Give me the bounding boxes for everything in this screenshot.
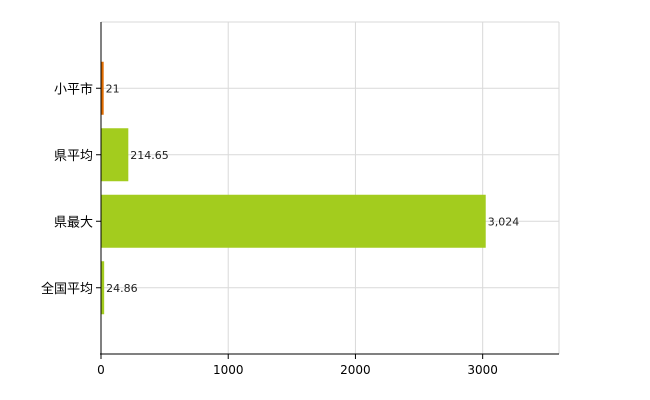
bar-0 [101,61,104,115]
category-label-3: 全国平均 [41,281,93,297]
axes: 0 1000 2000 3000 [96,22,559,377]
data-label-2: 3,024 [488,215,519,228]
x-tick-label-0: 0 [97,363,105,377]
bar-2 [101,194,486,248]
x-tick-label-3: 3000 [467,363,498,377]
x-tick-label-1: 1000 [213,363,244,377]
x-tick-label-2: 2000 [340,363,371,377]
data-label-3: 24.86 [106,282,138,295]
data-label-1: 214.65 [130,149,169,162]
category-label-2: 県最大 [54,215,93,230]
bar-3 [101,261,105,315]
data-labels: 21 小平市 214.65 県平均 3,024 県最大 24.86 全国平均 [41,81,519,297]
bar-1 [101,128,129,182]
bars [101,61,486,315]
category-label-0: 小平市 [54,81,93,97]
category-label-1: 県平均 [54,149,93,164]
data-label-0: 21 [106,82,120,95]
grid-lines [101,21,560,354]
